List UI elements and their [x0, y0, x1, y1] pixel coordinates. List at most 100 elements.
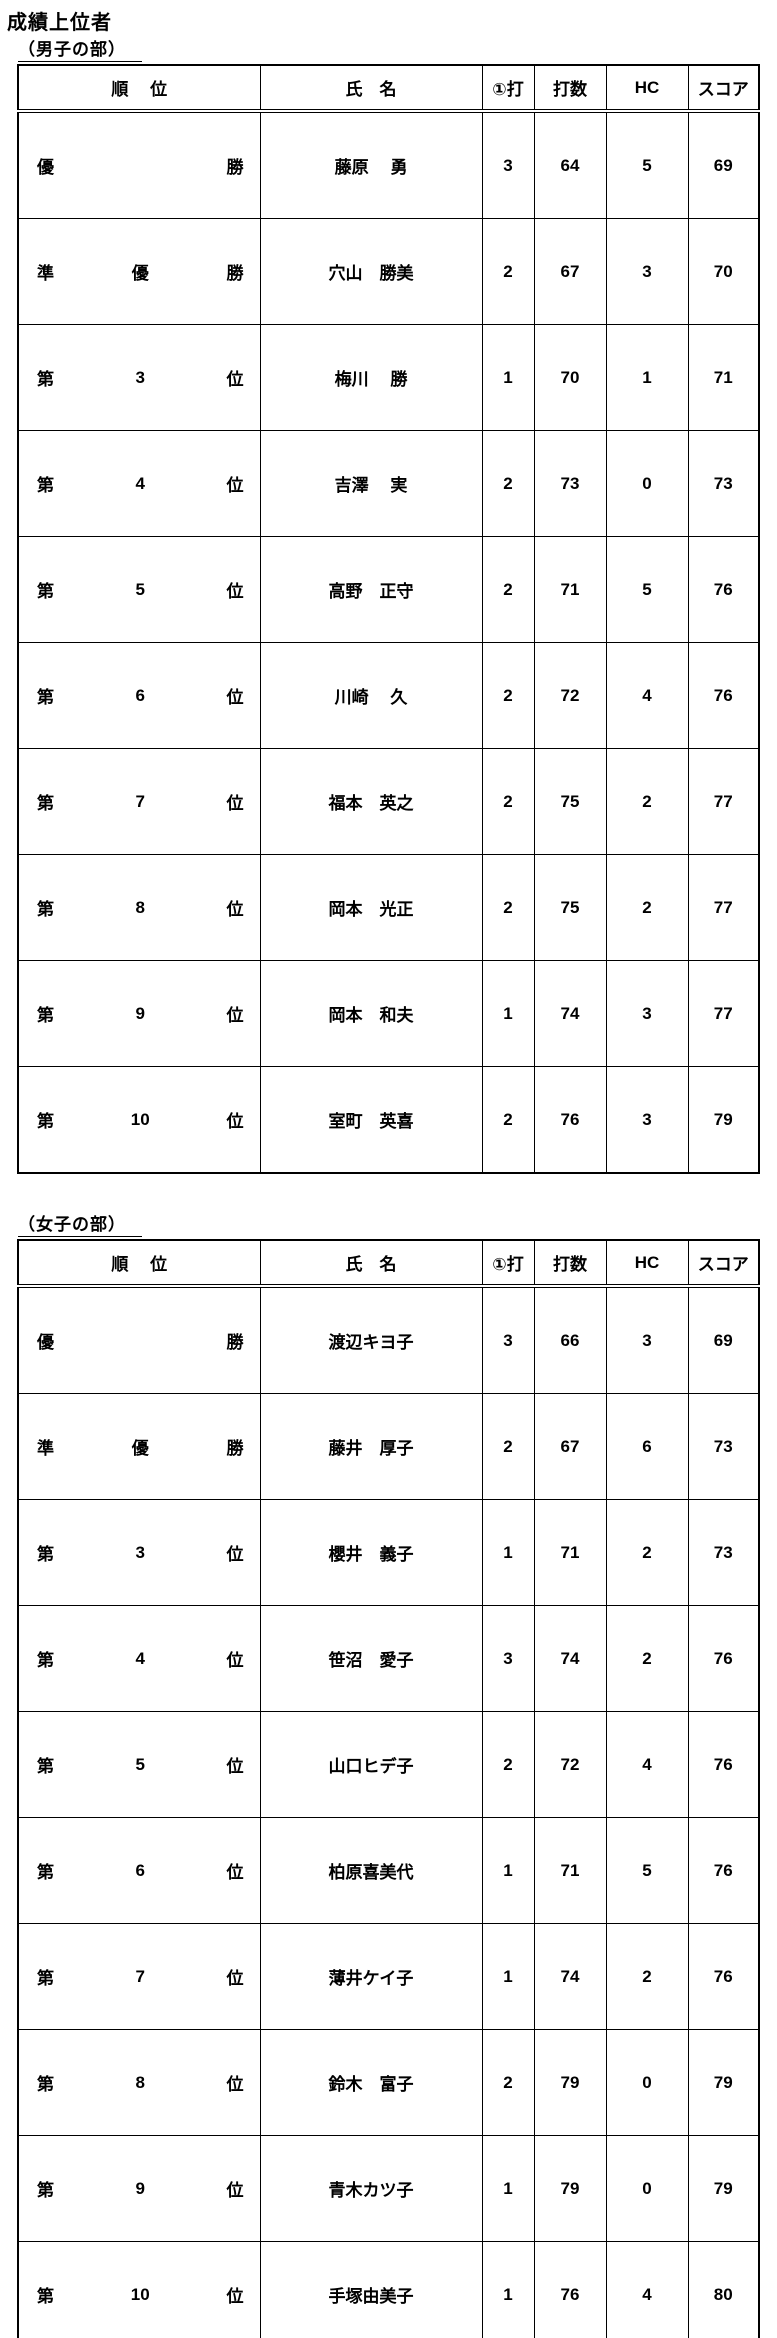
rank-left: 優 [37, 153, 54, 178]
rank-middle: 7 [136, 792, 145, 812]
rank-left: 第 [37, 365, 54, 390]
header-first-stroke: ①打 [482, 65, 534, 111]
player-name: 穴山 勝美 [260, 219, 482, 325]
player-name: 藤井 厚子 [260, 1394, 482, 1500]
score-value: 77 [688, 961, 759, 1067]
rank-text: 第 9 位 [19, 1001, 260, 1026]
table-row: 第 10 位 室町 英喜 2 76 3 79 [18, 1067, 759, 1174]
rank-middle: 優 [132, 259, 149, 284]
table-row: 第 8 位 鈴木 富子 2 79 0 79 [18, 2030, 759, 2136]
rank-cell: 第 7 位 [18, 1924, 260, 2030]
page-title: 成績上位者 [7, 11, 777, 35]
rank-right: 位 [227, 1858, 244, 1883]
score-value: 76 [688, 1606, 759, 1712]
table-row: 第 5 位 山口ヒデ子 2 72 4 76 [18, 1712, 759, 1818]
player-name: 岡本 光正 [260, 855, 482, 961]
table-row: 第 6 位 川崎 久 2 72 4 76 [18, 643, 759, 749]
table-row: 第 3 位 櫻井 義子 1 71 2 73 [18, 1500, 759, 1606]
rank-text: 第 8 位 [19, 895, 260, 920]
rank-right: 位 [227, 789, 244, 814]
first-stroke-value: 2 [482, 855, 534, 961]
strokes-value: 76 [534, 2242, 606, 2338]
rank-text: 第 6 位 [19, 683, 260, 708]
first-stroke-value: 2 [482, 219, 534, 325]
table-row: 第 10 位 手塚由美子 1 76 4 80 [18, 2242, 759, 2338]
first-stroke-value: 1 [482, 961, 534, 1067]
strokes-value: 71 [534, 1500, 606, 1606]
rank-middle: 4 [136, 1649, 145, 1669]
score-value: 76 [688, 1924, 759, 2030]
table-row: 第 9 位 岡本 和夫 1 74 3 77 [18, 961, 759, 1067]
score-value: 76 [688, 1818, 759, 1924]
section-label-men-text: （男子の部） [18, 40, 142, 62]
rank-cell: 第 10 位 [18, 1067, 260, 1174]
rank-text: 第 10 位 [19, 1107, 260, 1132]
strokes-value: 75 [534, 749, 606, 855]
rank-left: 第 [37, 2176, 54, 2201]
rank-right: 勝 [227, 153, 244, 178]
player-name: 藤原 勇 [260, 111, 482, 219]
score-value: 71 [688, 325, 759, 431]
first-stroke-value: 2 [482, 2030, 534, 2136]
player-name: 手塚由美子 [260, 2242, 482, 2338]
rank-cell: 第 8 位 [18, 855, 260, 961]
table-row: 準 優 勝 穴山 勝美 2 67 3 70 [18, 219, 759, 325]
rank-cell: 第 5 位 [18, 1712, 260, 1818]
first-stroke-value: 2 [482, 1067, 534, 1174]
header-row: 順 位 氏 名 ①打 打数 HC スコア [18, 1240, 759, 1286]
rank-left: 第 [37, 1858, 54, 1883]
rank-right: 位 [227, 1964, 244, 1989]
rank-text: 第 4 位 [19, 1646, 260, 1671]
results-table-men: 順 位 氏 名 ①打 打数 HC スコア 優 勝 藤原 勇 3 64 5 69 … [17, 64, 760, 1174]
rank-text: 第 8 位 [19, 2070, 260, 2095]
player-name: 川崎 久 [260, 643, 482, 749]
rank-right: 勝 [227, 1434, 244, 1459]
strokes-value: 66 [534, 1286, 606, 1394]
rank-cell: 第 5 位 [18, 537, 260, 643]
rank-text: 第 7 位 [19, 1964, 260, 1989]
rank-cell: 準 優 勝 [18, 1394, 260, 1500]
first-stroke-value: 3 [482, 111, 534, 219]
table-row: 準 優 勝 藤井 厚子 2 67 6 73 [18, 1394, 759, 1500]
first-stroke-value: 1 [482, 1818, 534, 1924]
rank-left: 第 [37, 1752, 54, 1777]
hc-value: 5 [606, 537, 688, 643]
player-name: 柏原喜美代 [260, 1818, 482, 1924]
player-name: 室町 英喜 [260, 1067, 482, 1174]
score-value: 69 [688, 1286, 759, 1394]
strokes-value: 79 [534, 2136, 606, 2242]
rank-cell: 第 4 位 [18, 431, 260, 537]
player-name: 高野 正守 [260, 537, 482, 643]
strokes-value: 75 [534, 855, 606, 961]
rank-left: 準 [37, 1434, 54, 1459]
strokes-value: 74 [534, 1606, 606, 1712]
rank-text: 第 4 位 [19, 471, 260, 496]
score-value: 77 [688, 855, 759, 961]
header-score: スコア [688, 1240, 759, 1286]
player-name: 薄井ケイ子 [260, 1924, 482, 2030]
rank-left: 第 [37, 2282, 54, 2307]
player-name: 鈴木 富子 [260, 2030, 482, 2136]
first-stroke-value: 1 [482, 1924, 534, 2030]
rank-right: 位 [227, 683, 244, 708]
rank-middle: 6 [136, 1861, 145, 1881]
first-stroke-value: 3 [482, 1606, 534, 1712]
table-row: 第 3 位 梅川 勝 1 70 1 71 [18, 325, 759, 431]
score-value: 73 [688, 1500, 759, 1606]
table-row: 第 6 位 柏原喜美代 1 71 5 76 [18, 1818, 759, 1924]
rank-right: 勝 [227, 1328, 244, 1353]
score-value: 79 [688, 1067, 759, 1174]
header-hc: HC [606, 1240, 688, 1286]
rank-cell: 第 4 位 [18, 1606, 260, 1712]
strokes-value: 67 [534, 1394, 606, 1500]
section-label-women: （女子の部） [18, 1215, 777, 1237]
rank-middle: 9 [136, 1004, 145, 1024]
hc-value: 3 [606, 219, 688, 325]
rank-cell: 第 3 位 [18, 325, 260, 431]
rank-cell: 第 8 位 [18, 2030, 260, 2136]
rank-middle: 9 [136, 2179, 145, 2199]
first-stroke-value: 2 [482, 431, 534, 537]
rank-right: 位 [227, 1646, 244, 1671]
rank-text: 準 優 勝 [19, 1434, 260, 1459]
player-name: 渡辺キヨ子 [260, 1286, 482, 1394]
